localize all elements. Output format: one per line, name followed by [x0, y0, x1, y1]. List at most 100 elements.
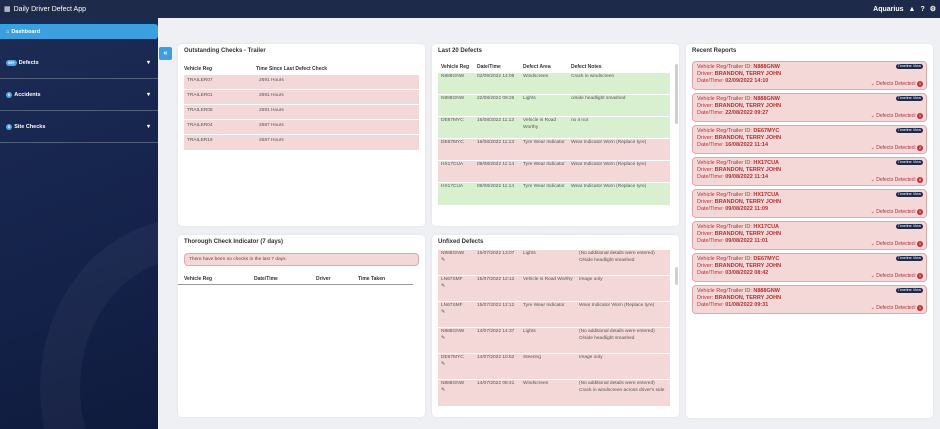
scrollbar[interactable] [675, 267, 678, 285]
defects-detected-toggle[interactable]: ⌄ Defects Detected: 1 [870, 112, 923, 119]
chevron-left-icon: « [163, 50, 168, 57]
megaphone-icon[interactable]: ▲ [908, 5, 916, 13]
defects-detected-toggle[interactable]: ⌄ Defects Detected: 1 [870, 80, 923, 87]
date-time: 15/07/2022 12:12 [474, 275, 520, 302]
driver-name: BRANDON, TERRY JOHN [714, 102, 782, 109]
image-icon: ✎ [441, 387, 446, 393]
defect-area: Tyre Wear Indicator [520, 160, 568, 183]
defect-notes: (No additional details were entered) O/s… [576, 249, 670, 276]
defect-notes: Image only [576, 353, 670, 380]
table-row[interactable]: HX17CUA 09/08/2022 11:14 Tyre Wear Indicat… [438, 160, 670, 183]
time-since-check: 2687 Hours [256, 134, 419, 150]
timeline-view-button[interactable]: Timeline View [895, 224, 923, 229]
chevron-down-icon: ⌄ [870, 304, 875, 311]
defect-area: Vehicle is Road Worthy [520, 275, 576, 302]
table-row[interactable]: DE67MYC 16/08/2022 11:13 Vehicle is Road W… [438, 116, 670, 139]
vehicle-reg-cell: N888GNW ✎ [438, 379, 474, 406]
sidebar-item-dashboard[interactable]: ⌂ Dashboard [0, 24, 158, 39]
defects-detected-toggle[interactable]: ⌄ Defects Detected: 8 [870, 176, 923, 183]
driver-name: BRANDON, TERRY JOHN [714, 134, 782, 141]
defects-detected-toggle[interactable]: ⌄ Defects Detected: 1 [870, 304, 923, 311]
vehicle-reg-cell: N888GNW ✎ [438, 327, 474, 354]
defect-area: Tyre Wear Indicator [520, 182, 568, 205]
collapse-sidebar-button[interactable]: « [159, 47, 172, 60]
table-row[interactable]: LN67SMF ✎ 15/07/2022 12:12 Tyre Wear Indica… [438, 301, 670, 328]
timeline-view-button[interactable]: Timeline View [895, 64, 923, 69]
vehicle-reg: HX17CUA [753, 192, 780, 198]
defects-detected-toggle[interactable]: ⌄ Defects Detected: 1 [870, 272, 923, 279]
timeline-view-button[interactable]: Timeline View [895, 160, 923, 165]
defect-area: Lights [520, 249, 576, 276]
help-icon[interactable]: ? [920, 5, 925, 13]
defects-detected-toggle[interactable]: ⌄ Defects Detected: 2 [870, 144, 923, 151]
report-card[interactable]: Vehicle Reg/Trailer ID: HX17CUA Driver: … [692, 221, 927, 250]
timeline-view-button[interactable]: Timeline View [895, 256, 923, 261]
date-time: 16/08/2022 11:13 [474, 138, 520, 161]
vehicle-reg: N888GNW [441, 381, 465, 386]
thorough-check-panel: Thorough Check Indicator (7 days) There … [178, 235, 425, 417]
defect-area: Windscreen [520, 379, 576, 406]
accidents-count-badge: 0 [6, 91, 13, 98]
table-row[interactable]: N888GNW ✎ 15/07/2022 13:07 Lights (No additi… [438, 249, 670, 276]
table-row[interactable]: TRAILER19 2687 Hours [184, 134, 419, 150]
timeline-view-button[interactable]: Timeline View [895, 288, 923, 293]
table-row[interactable]: N888GNW 02/09/2022 14:09 Windscreen Crack i… [438, 72, 670, 95]
vehicle-reg: HX17CUA [753, 160, 780, 166]
defects-detected-toggle[interactable]: ⌄ Defects Detected: 1 [870, 240, 923, 247]
vehicle-reg: LN67SMF [441, 303, 463, 308]
table-row[interactable]: HX17CUA 09/08/2022 11:14 Tyre Wear Indicat… [438, 182, 670, 205]
report-card[interactable]: Vehicle Reg/Trailer ID: HX17CUA Driver: … [692, 157, 927, 186]
top-bar-actions: Aquarius ▲ ? ⚙ [873, 5, 936, 14]
defect-notes: (No additional details were entered) Cra… [576, 379, 670, 406]
timeline-view-button[interactable]: Timeline View [895, 128, 923, 133]
scrollbar[interactable] [675, 64, 678, 124]
sidebar-item-accidents[interactable]: 0 Accidents ▾ [0, 79, 158, 111]
gear-icon[interactable]: ⚙ [929, 6, 936, 13]
report-card[interactable]: Vehicle Reg/Trailer ID: HX17CUA Driver: … [692, 189, 927, 218]
last-20-table: Vehicle Reg Date/Time Defect Area Defect… [438, 62, 670, 205]
table-row[interactable]: LN67SMF ✎ 15/07/2022 12:12 Vehicle is Road … [438, 275, 670, 302]
timeline-view-button[interactable]: Timeline View [895, 96, 923, 101]
defect-notes: (No additional details were entered) O/s… [576, 327, 670, 354]
table-row[interactable]: TRAILER06 2691 Hours [184, 104, 419, 120]
report-card[interactable]: Vehicle Reg/Trailer ID: DE67MYC Driver: … [692, 253, 927, 282]
date-time: 09/08/2022 11:14 [474, 182, 520, 205]
date-time: 14/07/2022 10:52 [474, 353, 520, 380]
table-row[interactable]: N888GNW 22/08/2022 09:26 Lights o/side head… [438, 94, 670, 117]
driver-name: BRANDON, TERRY JOHN [714, 230, 782, 237]
panel-title: Unfixed Defects [438, 239, 484, 245]
defect-count-badge: 1 [917, 304, 923, 311]
report-card[interactable]: Vehicle Reg/Trailer ID: N888GNW Driver: … [692, 93, 927, 122]
vehicle-reg: TRAILER19 [184, 134, 256, 150]
report-card[interactable]: Vehicle Reg/Trailer ID: DE67MYC Driver: … [692, 125, 927, 154]
date-time: 09/08/2022 11:09 [725, 205, 769, 212]
table-row[interactable]: TRAILER07 2691 Hours [184, 74, 419, 90]
table-row[interactable]: TRAILER01 2691 Hours [184, 89, 419, 105]
table-row[interactable]: DE67MYC ✎ 14/07/2022 10:52 Steering Image on… [438, 353, 670, 380]
report-card[interactable]: Vehicle Reg/Trailer ID: N888GNW Driver: … [692, 61, 927, 90]
table-row[interactable]: TRAILER04 2687 Hours [184, 119, 419, 135]
thorough-table: Vehicle Reg Date/Time Driver Time Taken [178, 274, 413, 285]
table-row[interactable]: N888GNW ✎ 14/07/2022 14:37 Lights (No additi… [438, 327, 670, 354]
date-time: 01/08/2022 09:31 [725, 301, 769, 308]
defect-area: Lights [520, 327, 576, 354]
sidebar-item-site-checks[interactable]: 0 Site Checks ▾ [0, 111, 158, 143]
vehicle-reg: DE67MYC [438, 116, 474, 139]
timeline-view-button[interactable]: Timeline View [895, 192, 923, 197]
date-time: 16/08/2022 11:13 [474, 116, 520, 139]
defects-detected-toggle[interactable]: ⌄ Defects Detected: 1 [870, 208, 923, 215]
table-row[interactable]: N888GNW ✎ 14/07/2022 08:41 Windscreen (No ad… [438, 379, 670, 406]
defect-area: Tyre Wear Indicator [520, 138, 568, 161]
vehicle-reg-cell: N888GNW ✎ [438, 249, 474, 276]
panel-title: Outstanding Checks - Trailer [184, 48, 266, 54]
vehicle-reg: N888GNW [753, 288, 780, 294]
vehicle-reg: HX17CUA [753, 224, 780, 230]
date-time: 02/09/2022 14:10 [725, 77, 769, 84]
sidebar-item-defects[interactable]: 99+ Defects ▾ [0, 47, 158, 79]
app-title[interactable]: ▦ Daily Driver Defect App [4, 5, 86, 14]
date-time: 09/08/2022 11:14 [474, 160, 520, 183]
table-row[interactable]: DE67MYC 16/08/2022 11:13 Tyre Wear Indicat… [438, 138, 670, 161]
report-card[interactable]: Vehicle Reg/Trailer ID: N888GNW Driver: … [692, 285, 927, 314]
vehicle-reg: N888GNW [438, 94, 474, 117]
date-time: 15/07/2022 13:07 [474, 249, 520, 276]
